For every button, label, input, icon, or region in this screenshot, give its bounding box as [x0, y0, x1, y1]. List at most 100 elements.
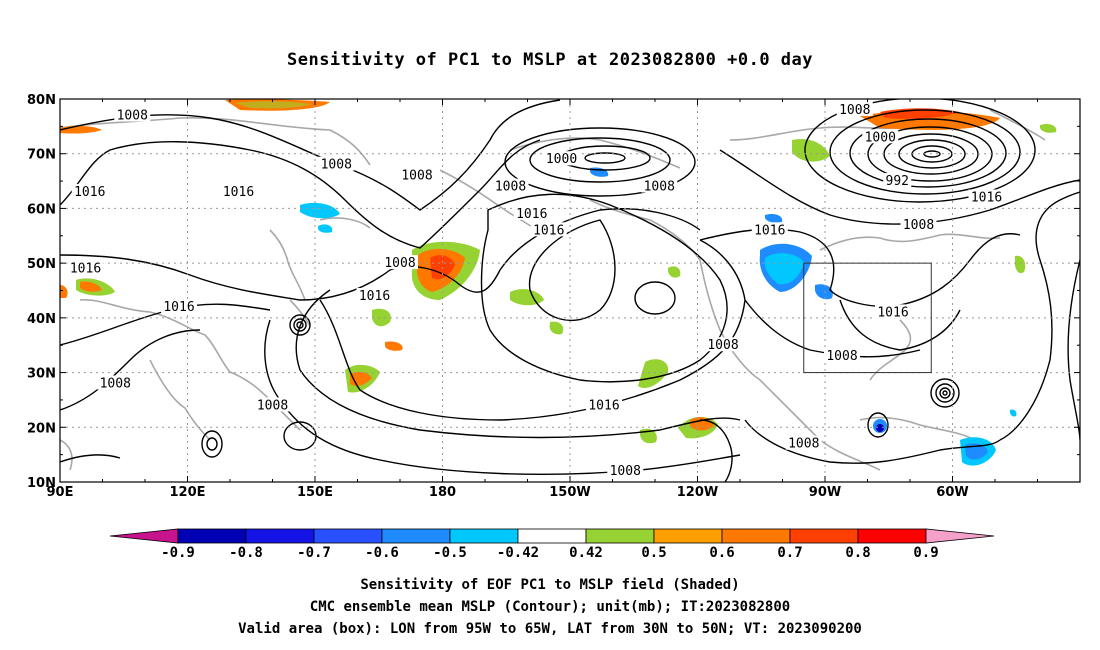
contour-label-bg	[875, 304, 911, 319]
lat-tick-label: 30N	[27, 367, 56, 382]
contour-label-bg	[824, 348, 860, 363]
contour-label-bg	[114, 107, 151, 122]
contour-label: 1008	[384, 256, 415, 271]
contour-label: 1000	[546, 152, 577, 167]
contour-label-bg	[399, 167, 435, 182]
contour-label: 1016	[74, 185, 105, 200]
shaded-sensitivity	[60, 99, 1057, 466]
lat-tick-label: 20N	[27, 421, 56, 436]
lat-tick-label: 70N	[27, 148, 56, 163]
contour-label-bg	[254, 397, 291, 412]
contour-label: 1016	[70, 262, 101, 277]
contour-label: 1008	[826, 349, 857, 364]
contour-label: 1016	[223, 185, 254, 200]
lon-tick-label: 120W	[677, 485, 718, 500]
colorbar-swatch	[313, 528, 383, 544]
contour-label: 1016	[359, 289, 390, 304]
lon-tick-label: 150W	[549, 485, 590, 500]
contour-label-bg	[220, 184, 257, 199]
contour-label: 1008	[903, 218, 934, 233]
contour-label: 1016	[163, 300, 194, 315]
contour-label-bg	[513, 205, 550, 220]
colorbar-over-triangle	[925, 528, 995, 544]
colorbar-label: 0.8	[845, 545, 870, 561]
contour-label: 1016	[971, 190, 1002, 205]
lat-tick-label: 80N	[27, 93, 56, 108]
colorbar-labels: -0.9 -0.8 -0.7 -0.6 -0.5 -0.42 0.42 0.5 0.6 0.7 0.…	[161, 545, 939, 561]
colorbar-under-triangle	[109, 528, 179, 544]
contour-label: 1008	[321, 158, 352, 173]
contour-label-bg	[382, 255, 418, 270]
colorbar-swatch	[517, 528, 587, 544]
contour-label: 1016	[588, 398, 619, 413]
contour-label-bg	[543, 151, 580, 166]
contour-label: 1008	[788, 437, 819, 452]
contour-label: 1008	[707, 338, 738, 353]
contour-label-bg	[97, 375, 134, 390]
contour-label: 1016	[533, 223, 564, 238]
contour-label: 1008	[257, 398, 288, 413]
contour-label: 1000	[865, 130, 896, 145]
lon-tick-label: 120E	[169, 485, 205, 500]
contour-label: 992	[886, 174, 909, 189]
contour-label-bg	[586, 397, 622, 412]
colorbar-swatch	[381, 528, 451, 544]
caption: Sensitivity of EOF PC1 to MSLP field (Sh…	[0, 574, 1100, 640]
contour-label: 1008	[839, 103, 870, 118]
colorbar-label: 0.42	[569, 545, 603, 561]
contour-label: 1008	[610, 464, 641, 479]
colorbar-label: 0.5	[641, 545, 666, 561]
contour-label: 1008	[495, 180, 526, 195]
colorbar-label: -0.6	[365, 545, 399, 561]
lat-tick-label: 10N	[27, 476, 56, 491]
valid-area-box	[803, 262, 932, 374]
lat-tick-label: 40N	[27, 312, 56, 327]
colorbar-label: -0.5	[433, 545, 467, 561]
map-title: Sensitivity of PC1 to MSLP at 2023082800…	[286, 50, 813, 70]
contour-label-bg	[67, 260, 104, 275]
contour-label: 1016	[877, 305, 908, 320]
contour-label-bg	[492, 178, 529, 193]
contour-label: 1008	[401, 169, 432, 184]
contour-label-bg	[968, 189, 1005, 204]
axis-ticks	[59, 98, 1081, 483]
lat-tick-label: 50N	[27, 257, 56, 272]
colorbar-label: 0.7	[777, 545, 802, 561]
lat-tick-label: 60N	[27, 202, 56, 217]
colorbar-label: -0.7	[297, 545, 331, 561]
longitude-tick-labels: 90E 120E 150E 180 150W 120W 90W 60W	[47, 485, 969, 500]
contour-label-bg	[705, 337, 741, 352]
colorbar	[109, 528, 995, 544]
latitude-tick-labels: 80N 70N 60N 50N 40N 30N 20N 10N	[27, 93, 56, 491]
contour-label-bg	[71, 184, 108, 199]
contour-label-bg	[530, 222, 567, 237]
contour-label: 1008	[644, 180, 675, 195]
caption-line-valid-area: Valid area (box): LON from 95W to 65W, L…	[238, 621, 862, 637]
contour-label-bg	[883, 173, 912, 188]
lon-tick-label: 150E	[297, 485, 333, 500]
colorbar-label: 0.6	[709, 545, 734, 561]
colorbar-swatch	[585, 528, 655, 544]
colorbar-swatch	[449, 528, 519, 544]
contour-label: 1008	[100, 377, 131, 392]
colorbar-swatch	[789, 528, 859, 544]
colorbar-label: -0.9	[161, 545, 195, 561]
colorbar-swatch	[857, 528, 927, 544]
caption-line-contour: CMC ensemble mean MSLP (Contour); unit(m…	[309, 599, 791, 615]
contour-label-bg	[607, 463, 644, 478]
caption-line-shading: Sensitivity of EOF PC1 to MSLP field (Sh…	[360, 577, 740, 593]
lon-tick-label: 180	[429, 485, 456, 500]
colorbar-label: -0.42	[497, 545, 539, 561]
lon-tick-label: 90W	[809, 485, 841, 500]
contour-label-bg	[751, 222, 788, 237]
contour-label-bg	[356, 287, 393, 302]
contour-label-bg	[161, 298, 197, 313]
colorbar-label: -0.8	[229, 545, 263, 561]
colorbar-swatch	[245, 528, 315, 544]
contour-label: 1016	[516, 207, 547, 222]
contour-label: 1016	[754, 223, 785, 238]
contour-label: 1008	[117, 108, 148, 123]
graticule	[60, 99, 1080, 482]
